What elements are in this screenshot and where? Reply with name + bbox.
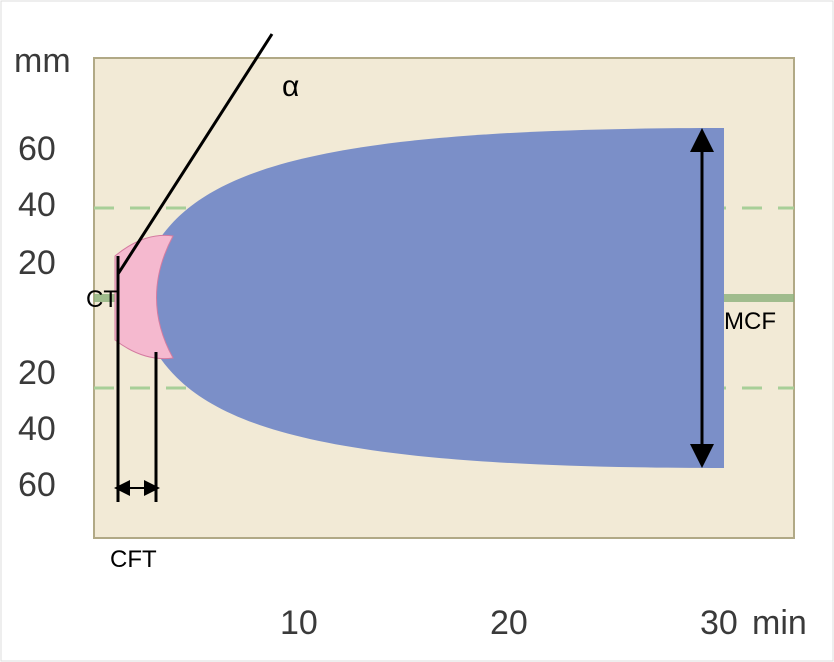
ct-label: CT xyxy=(86,286,118,314)
x-tick-2: 30 xyxy=(700,604,738,643)
y-tick-1: 40 xyxy=(18,186,56,225)
x-tick-0: 10 xyxy=(280,604,318,643)
y-tick-0: 60 xyxy=(18,130,56,169)
diagram-stage: mm min α CT CFT MCF 60 40 20 20 40 60 10… xyxy=(0,0,834,662)
y-tick-2: 20 xyxy=(18,244,56,283)
y-tick-4: 40 xyxy=(18,410,56,449)
y-axis-title: mm xyxy=(14,42,71,81)
x-axis-title: min xyxy=(752,604,807,643)
y-tick-5: 60 xyxy=(18,466,56,505)
mcf-label: MCF xyxy=(724,308,776,336)
y-tick-3: 20 xyxy=(18,354,56,393)
x-tick-1: 20 xyxy=(490,604,528,643)
alpha-label: α xyxy=(282,70,299,104)
cft-label: CFT xyxy=(110,546,157,574)
